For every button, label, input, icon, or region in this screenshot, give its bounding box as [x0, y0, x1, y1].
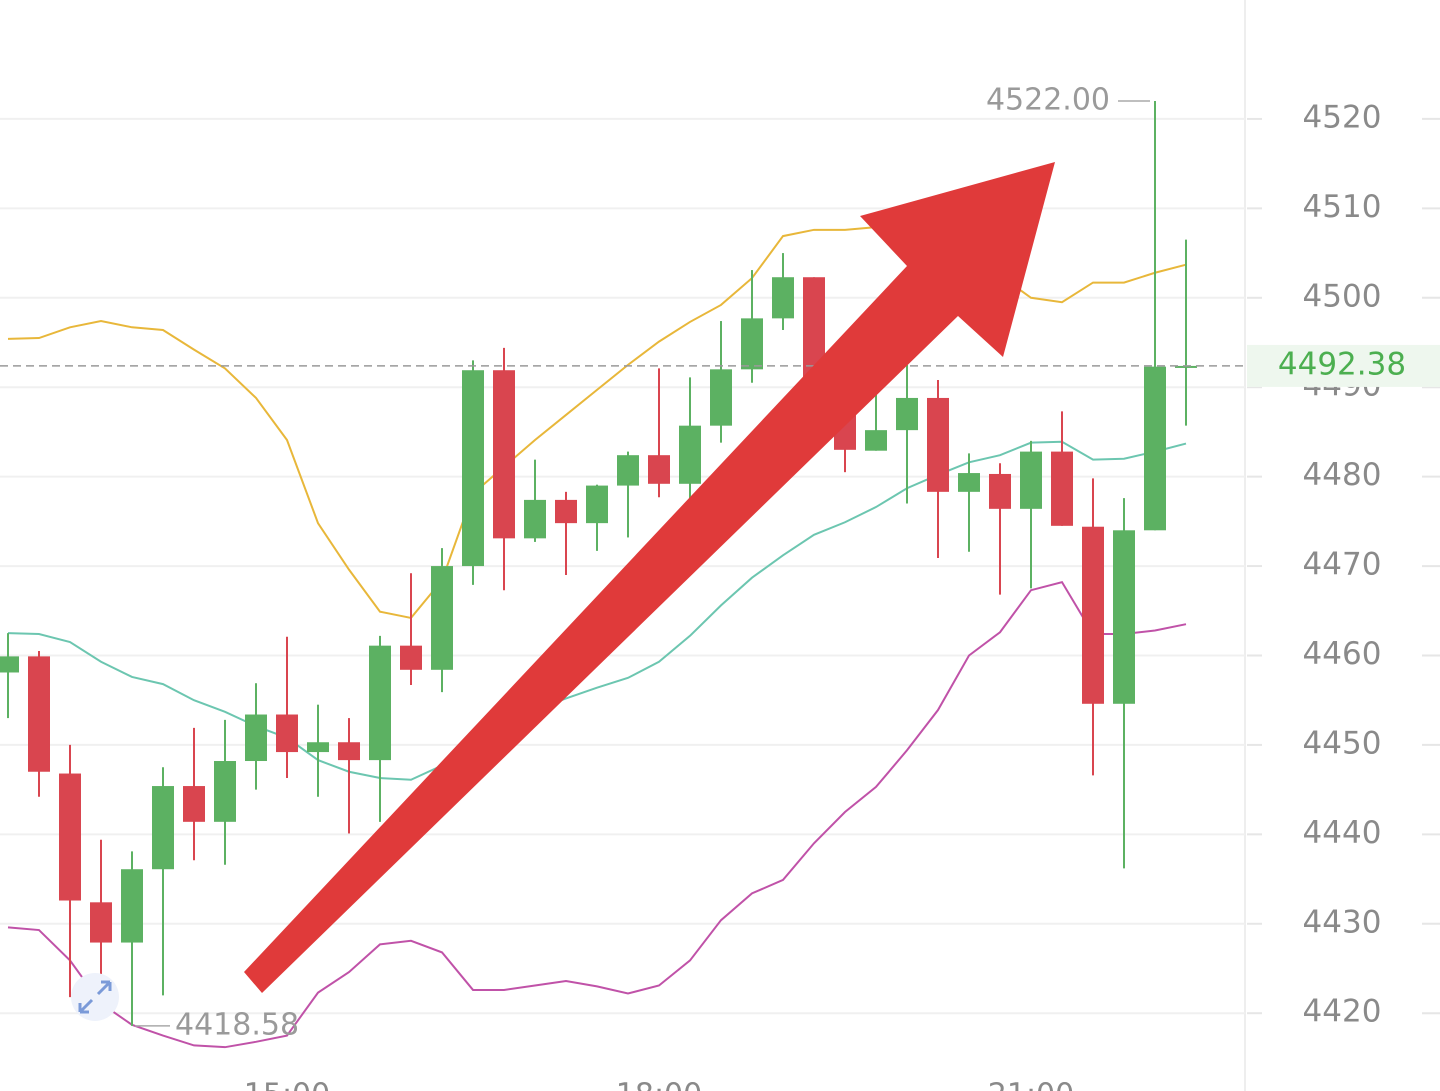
y-tick-label: 4480 — [1303, 457, 1382, 493]
high-label: 4522.00 — [986, 83, 1110, 118]
y-tick-label: 4510 — [1303, 189, 1382, 225]
candle-body — [679, 425, 701, 484]
last-price-label: 4492.38 — [1278, 346, 1406, 382]
candle-body — [927, 397, 949, 492]
candle-body — [710, 369, 732, 426]
candle-body — [90, 902, 112, 943]
candle-body — [958, 473, 980, 492]
candle-body — [121, 869, 143, 943]
candle-body — [524, 499, 546, 539]
candle-body — [1082, 526, 1104, 704]
y-tick-label: 4450 — [1303, 725, 1382, 761]
expand-icon — [71, 973, 119, 1021]
candle-body — [896, 397, 918, 431]
y-tick-label: 4500 — [1303, 278, 1382, 314]
candle-body — [648, 455, 670, 484]
last-price-box — [1247, 344, 1440, 387]
candle-body — [400, 645, 422, 670]
candle-body — [152, 786, 174, 870]
candle-body — [28, 656, 50, 772]
candle-body — [307, 742, 329, 753]
band-line — [7, 581, 1187, 1049]
candle-body — [1051, 451, 1073, 526]
candle-body — [989, 473, 1011, 509]
x-tick-label: 18:00 — [616, 1078, 702, 1091]
candle-body — [586, 485, 608, 524]
y-tick-label: 4460 — [1303, 636, 1382, 672]
y-tick-label: 4440 — [1303, 815, 1382, 851]
x-tick-label: 21:00 — [988, 1078, 1074, 1091]
candle-body — [617, 455, 639, 486]
candle-body — [214, 761, 236, 822]
candle-body — [462, 370, 484, 567]
candle-body — [59, 773, 81, 901]
trend-arrow — [244, 162, 1055, 993]
x-tick-label: 15:00 — [244, 1078, 330, 1091]
candle-body — [369, 645, 391, 761]
candle-body — [865, 430, 887, 451]
candle-body — [245, 714, 267, 762]
y-tick-label: 4470 — [1303, 547, 1382, 583]
candle-body — [1144, 366, 1166, 531]
band-line — [7, 440, 1187, 781]
candle-body — [1113, 530, 1135, 704]
candle-body — [1175, 365, 1197, 368]
candle-body — [338, 742, 360, 761]
expand-icon — [78, 980, 112, 1014]
candle-body — [772, 277, 794, 319]
candle-body — [276, 714, 298, 753]
candle-body — [183, 786, 205, 822]
candle-body — [555, 499, 577, 524]
candle-body — [741, 318, 763, 370]
candle-body — [1020, 451, 1042, 509]
low-label: 4418.58 — [175, 1007, 299, 1042]
candle-body — [431, 566, 453, 670]
candle-body — [493, 370, 515, 539]
y-tick-label: 4520 — [1303, 99, 1382, 135]
candle-body — [0, 656, 19, 673]
y-tick-label: 4430 — [1303, 904, 1382, 940]
y-tick-label: 4420 — [1303, 994, 1382, 1030]
